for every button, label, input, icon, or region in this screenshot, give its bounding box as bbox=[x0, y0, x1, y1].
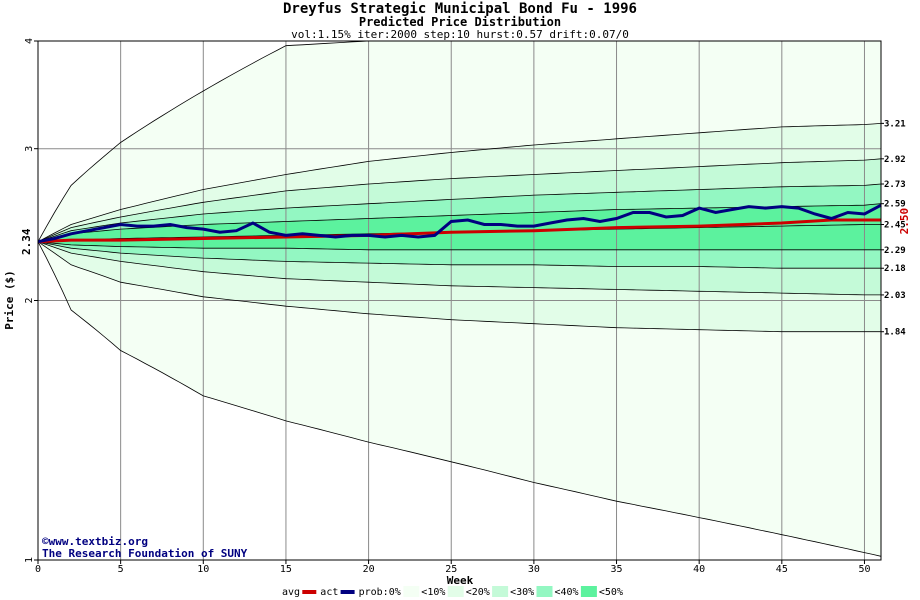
y-axis-label: Price ($) bbox=[3, 270, 16, 330]
price-series bbox=[37, 203, 882, 244]
right-percentile-label: 2.18 bbox=[884, 264, 906, 274]
legend-label: <30% bbox=[510, 587, 534, 598]
right-percentile-label: 2.92 bbox=[884, 155, 906, 165]
actual-price-line bbox=[37, 203, 882, 244]
legend-label: <20% bbox=[466, 587, 490, 598]
right-percentile-label: 3.21 bbox=[884, 119, 906, 129]
y-tick-label: 1 bbox=[24, 557, 35, 563]
x-tick-label: 45 bbox=[776, 564, 788, 575]
legend-swatch bbox=[580, 586, 597, 597]
current-price-label: 2.50 bbox=[898, 208, 911, 235]
percentile-curve bbox=[37, 241, 881, 333]
chart-params: vol:1.15% iter:2000 step:10 hurst:0.57 d… bbox=[291, 28, 629, 41]
legend-swatch bbox=[340, 590, 355, 594]
y-tick-label: 3 bbox=[24, 146, 35, 152]
x-tick-label: 5 bbox=[118, 564, 124, 575]
x-tick-label: 15 bbox=[280, 564, 292, 575]
x-tick-label: 40 bbox=[693, 564, 705, 575]
y-axis-ticks: 1 2 3 4 bbox=[24, 38, 38, 563]
right-percentile-labels: 3.21 2.92 2.73 2.59 2.45 2.29 2.18 2.03 1.84 bbox=[881, 119, 906, 338]
legend-label: act bbox=[320, 587, 338, 598]
x-tick-label: 30 bbox=[528, 564, 540, 575]
chart-title: Dreyfus Strategic Municipal Bond Fu - 19… bbox=[283, 1, 637, 17]
percentile-curve bbox=[37, 158, 882, 243]
percentile-curve bbox=[37, 241, 881, 269]
right-percentile-label: 2.73 bbox=[884, 180, 906, 190]
avg-line bbox=[37, 218, 881, 244]
legend: avg act prob:0% <10% <20% <30% <40% <50% bbox=[282, 586, 623, 598]
probability-bands bbox=[38, 41, 881, 557]
legend-label: avg bbox=[282, 587, 300, 598]
x-tick-label: 20 bbox=[363, 564, 375, 575]
right-percentile-label: 2.29 bbox=[884, 246, 906, 256]
x-tick-label: 0 bbox=[35, 564, 41, 575]
right-percentile-label: 1.84 bbox=[884, 328, 906, 338]
x-axis-label: Week bbox=[447, 574, 474, 587]
legend-swatch bbox=[447, 586, 464, 597]
y-tick-label: 2 bbox=[24, 297, 35, 303]
start-price-label: 2.34 bbox=[20, 228, 33, 255]
legend-label: prob:0% bbox=[359, 587, 401, 598]
credit-line-1: ©www.textbiz.org bbox=[42, 535, 148, 548]
right-percentile-label: 2.59 bbox=[884, 200, 906, 210]
x-tick-label: 35 bbox=[611, 564, 623, 575]
legend-label: <50% bbox=[599, 587, 623, 598]
right-percentile-label: 2.45 bbox=[884, 221, 906, 231]
legend-swatch bbox=[536, 586, 553, 597]
percentile-curve bbox=[37, 241, 882, 557]
y-tick-label: 4 bbox=[24, 38, 35, 44]
legend-label: <40% bbox=[555, 587, 579, 598]
percentile-curve bbox=[37, 241, 881, 251]
percentile-curve bbox=[37, 183, 882, 243]
percentile-curve bbox=[37, 241, 881, 296]
legend-swatch bbox=[302, 590, 317, 594]
legend-swatch bbox=[403, 586, 420, 597]
credit-line-2: The Research Foundation of SUNY bbox=[42, 547, 248, 560]
x-tick-label: 10 bbox=[197, 564, 209, 575]
legend-swatch bbox=[492, 586, 509, 597]
right-percentile-label: 2.03 bbox=[884, 291, 906, 301]
x-tick-label: 50 bbox=[858, 564, 870, 575]
legend-label: <10% bbox=[421, 587, 445, 598]
percentile-curve bbox=[37, 123, 882, 243]
chart-subtitle: Predicted Price Distribution bbox=[359, 15, 561, 29]
x-tick-label: 25 bbox=[445, 564, 457, 575]
x-axis-ticks: 0 5 10 15 20 25 30 35 40 45 50 bbox=[35, 560, 870, 575]
